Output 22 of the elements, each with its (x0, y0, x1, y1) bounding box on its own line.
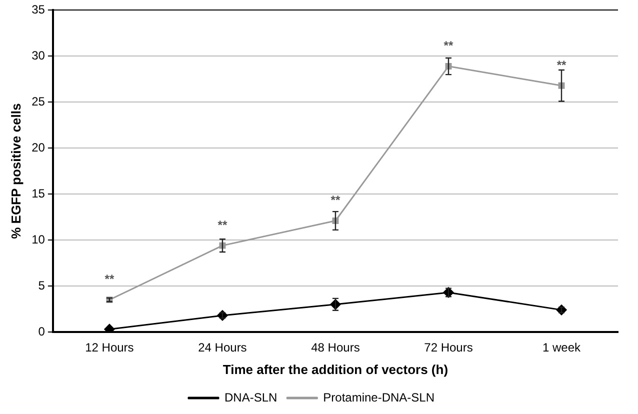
annotation: ** (444, 38, 454, 53)
x-tick-label: 72 Hours (424, 340, 473, 355)
y-axis-title: % EGFP positive cells (8, 103, 24, 239)
x-tick-label: 24 Hours (198, 340, 247, 355)
legend-label: Protamine-DNA-SLN (323, 390, 435, 404)
x-tick-label: 12 Hours (85, 340, 134, 355)
annotation: ** (104, 272, 114, 286)
y-tick-label: 35 (32, 2, 46, 17)
x-tick-label: 1 week (542, 340, 582, 355)
y-tick-label: 0 (38, 324, 46, 338)
y-tick-label: 30 (32, 48, 46, 62)
y-tick-label: 25 (32, 94, 46, 108)
x-tick-label: 48 Hours (311, 340, 360, 355)
y-tick-label: 20 (32, 140, 46, 154)
annotation: ** (330, 193, 340, 208)
annotation: ** (218, 218, 228, 232)
y-tick-label: 5 (38, 278, 46, 292)
y-tick-label: 10 (32, 232, 46, 246)
annotation: ** (556, 58, 566, 72)
legend-label: DNA-SLN (224, 390, 278, 404)
x-axis-title: Time after the addition of vectors (h) (222, 362, 448, 377)
y-tick-label: 15 (32, 186, 46, 200)
